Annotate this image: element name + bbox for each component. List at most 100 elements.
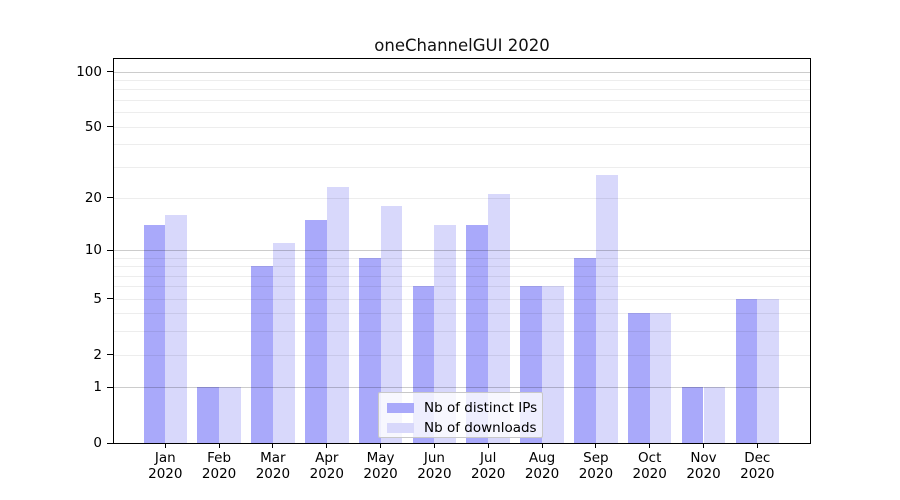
month-label: Sep [583,450,609,466]
bar-dec-ips [735,298,758,443]
month-label: Jun [423,450,445,466]
chart-title: oneChannelGUI 2020 [374,36,550,55]
x-tick-label: Dec 2020 [727,450,787,482]
year-label: 2020 [363,465,398,482]
minor-gridline [114,99,810,101]
bar-sep-ips [574,257,596,443]
bar-may-ips [358,257,381,443]
month-label: Mar [260,450,286,466]
x-tick-label: Mar 2020 [243,450,303,482]
year-label: 2020 [524,465,560,482]
bar-may-downloads [380,206,403,443]
month-label: May [366,450,395,466]
x-tick-label: May 2020 [351,450,411,482]
y-axis-tick [107,126,113,127]
minor-gridline [114,313,810,315]
minor-gridline [114,89,810,91]
x-axis-tick [649,444,651,448]
y-axis-tick [107,197,113,199]
bar-jan-downloads [165,214,188,443]
x-tick-label: Jan 2020 [135,450,195,482]
minor-gridline [114,275,810,277]
minor-gridline [114,286,810,288]
bar-jul-downloads [488,194,510,443]
x-tick-label: Apr 2020 [297,450,357,482]
y-tick-label: 20 [84,189,102,206]
year-label: 2020 [578,465,614,482]
month-label: Oct [638,450,662,466]
year-label: 2020 [471,465,506,482]
y-tick-label: 50 [84,118,102,135]
x-axis-tick [756,444,758,448]
y-axis-tick [107,442,113,444]
x-axis-tick [380,444,382,448]
legend-swatch-distinct-ips [387,402,414,413]
bar-sep-downloads [595,174,618,443]
minor-gridline [114,331,810,333]
major-gridline [114,387,810,389]
month-label: Aug [528,450,556,466]
year-label: 2020 [417,465,452,482]
month-label: Apr [315,450,339,466]
x-axis-tick [164,444,166,448]
bar-oct-downloads [649,313,672,443]
legend-item-downloads: Nb of downloads [387,419,537,436]
bar-oct-ips [627,313,650,443]
y-tick-label: 0 [93,435,102,451]
minor-gridline [114,354,810,356]
plot-canvas [114,59,810,443]
minor-gridline [114,266,810,268]
plot-area: Nb of distinct IPs Nb of downloads [113,58,811,444]
y-tick-label: 2 [93,346,102,363]
x-tick-label: Sep 2020 [566,450,626,482]
bar-aug-downloads [542,286,564,443]
x-tick-label: Jun 2020 [404,450,464,482]
legend-swatch-downloads [387,422,414,433]
x-tick-label: Nov 2020 [674,450,734,482]
minor-gridline [114,197,810,199]
month-label: Nov [690,450,717,466]
minor-gridline [114,257,810,259]
bar-jan-ips [143,225,166,443]
y-tick-label: 10 [84,242,102,258]
bar-feb-ips [197,387,220,443]
year-label: 2020 [255,465,291,482]
year-label: 2020 [309,465,344,482]
year-label: 2020 [201,465,237,482]
minor-gridline [114,298,810,300]
minor-gridline [114,126,810,128]
minor-gridline [114,79,810,81]
bar-jul-ips [466,225,489,443]
year-label: 2020 [740,465,775,482]
legend: Nb of distinct IPs Nb of downloads [378,392,543,438]
y-axis-tick [107,71,113,72]
x-tick-label: Oct 2020 [620,450,680,482]
bar-mar-ips [251,266,273,443]
legend-item-distinct-ips: Nb of distinct IPs [387,399,538,416]
major-gridline [114,250,810,251]
month-label: Feb [207,450,232,466]
y-axis-tick [107,386,113,388]
x-axis-tick [703,444,704,448]
x-axis-tick [218,444,220,448]
x-tick-label: Aug 2020 [512,450,572,482]
year-label: 2020 [632,465,667,482]
x-axis-tick [326,444,328,448]
major-gridline [114,71,810,73]
y-tick-label: 5 [93,290,102,307]
minor-gridline [114,144,810,146]
legend-label-distinct-ips: Nb of distinct IPs [424,399,538,416]
bar-jun-downloads [434,225,457,443]
bar-apr-downloads [326,187,349,443]
minor-gridline [114,112,810,114]
bar-mar-downloads [272,243,295,443]
x-tick-label: Feb 2020 [189,450,249,482]
bar-nov-ips [681,387,704,443]
x-axis-tick [541,444,543,448]
bar-nov-downloads [703,387,726,443]
bar-dec-downloads [757,298,780,443]
bar-feb-downloads [219,387,241,443]
x-axis-tick [272,444,274,448]
x-axis-tick [487,444,489,448]
